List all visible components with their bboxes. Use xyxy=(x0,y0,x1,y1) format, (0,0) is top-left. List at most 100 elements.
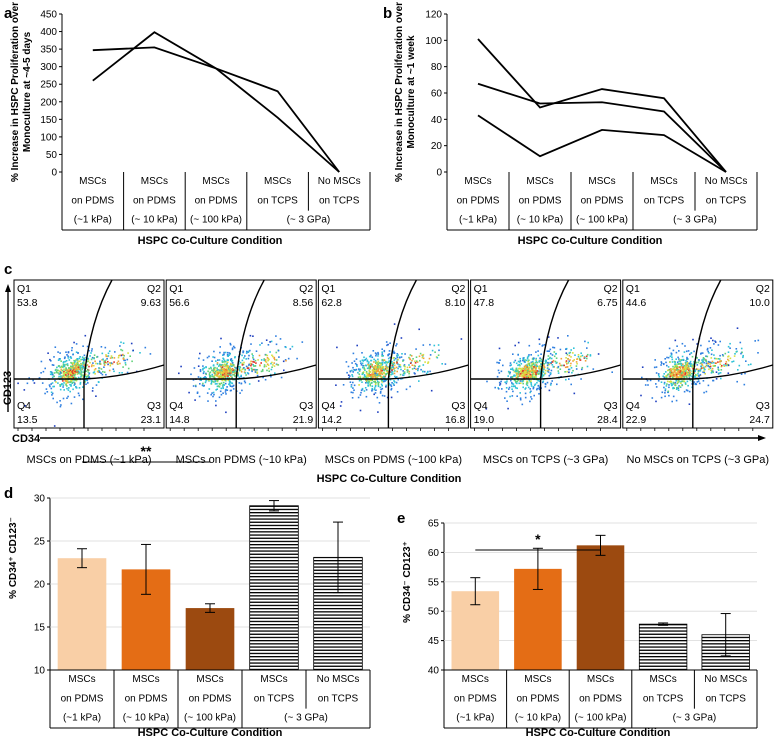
flow-event xyxy=(391,382,393,384)
flow-event xyxy=(726,364,729,367)
flow-event xyxy=(217,385,220,387)
flow-event xyxy=(520,369,522,372)
flow-event xyxy=(675,399,678,402)
flow-event xyxy=(679,366,681,368)
flow-event xyxy=(655,400,657,403)
flow-event xyxy=(83,363,85,365)
flow-event xyxy=(41,382,44,384)
flow-event xyxy=(672,381,675,384)
flow-event xyxy=(54,379,56,382)
flow-event xyxy=(202,365,204,367)
flow-event xyxy=(65,363,67,366)
flow-event xyxy=(353,369,355,371)
flow-event xyxy=(233,346,236,349)
flow-event xyxy=(497,369,500,372)
flow-event xyxy=(270,368,273,371)
flow-event xyxy=(77,372,80,374)
flow-event xyxy=(664,388,667,390)
flow-event xyxy=(720,360,722,362)
flow-event xyxy=(366,359,369,362)
flow-event xyxy=(352,387,354,389)
d-cat-label-2-line3: (~ 100 kPa) xyxy=(184,713,236,724)
b-y-tick-label: 0 xyxy=(436,168,442,179)
flow-event xyxy=(48,384,51,386)
b-cat-label-0-line2: on PDMS xyxy=(457,195,500,206)
flow-event xyxy=(684,383,687,385)
flow-event xyxy=(350,384,353,386)
flow-event xyxy=(78,368,80,371)
flow-event xyxy=(528,366,530,368)
flow-event xyxy=(383,359,385,361)
flow-event xyxy=(519,364,521,367)
d-y-tick-label: 25 xyxy=(34,537,46,548)
flow-event xyxy=(78,357,81,360)
flow-event xyxy=(216,372,218,374)
flow-event xyxy=(555,362,558,364)
flow-event xyxy=(268,370,270,372)
flow-event xyxy=(194,384,197,387)
flow-q3-value: 24.7 xyxy=(749,414,770,426)
flow-event xyxy=(400,356,403,358)
flow-gate-curve-up xyxy=(387,279,418,380)
flow-event xyxy=(711,362,713,364)
flow-event xyxy=(73,359,75,362)
flow-event xyxy=(692,338,694,341)
flow-event xyxy=(232,388,235,390)
flow-event xyxy=(683,367,685,369)
flow-event xyxy=(414,365,416,367)
flow-event xyxy=(106,358,108,360)
flow-event xyxy=(663,373,665,375)
flow-event xyxy=(732,360,735,363)
flow-event xyxy=(224,351,227,354)
flow-event xyxy=(363,368,366,370)
flow-event xyxy=(682,363,684,365)
flow-event xyxy=(675,373,678,376)
flow-condition-label: No MSCs on TCPS (~3 GPa) xyxy=(627,454,770,466)
flow-event xyxy=(51,364,54,366)
flow-event xyxy=(377,351,379,354)
flow-event xyxy=(429,370,431,373)
flow-q2-value: 8.56 xyxy=(293,297,314,309)
flow-event xyxy=(371,387,373,390)
flow-q4-name: Q4 xyxy=(626,400,640,412)
flow-event xyxy=(53,385,55,388)
flow-event xyxy=(422,370,424,373)
flow-event xyxy=(81,364,83,366)
flow-event xyxy=(502,364,504,367)
flow-event xyxy=(523,360,526,363)
flow-event xyxy=(519,382,522,384)
flow-event xyxy=(580,352,582,354)
flow-event xyxy=(212,370,215,372)
flow-event xyxy=(691,375,693,377)
flow-event xyxy=(388,382,391,385)
flow-event xyxy=(379,386,382,389)
flow-event xyxy=(703,366,705,369)
flow-event xyxy=(665,371,667,373)
flow-event xyxy=(444,363,447,365)
flow-event xyxy=(359,375,361,378)
flow-event xyxy=(511,368,514,371)
flow-event xyxy=(683,364,686,367)
flow-event xyxy=(686,380,689,383)
flow-event xyxy=(228,377,230,379)
flow-event xyxy=(693,372,696,374)
flow-event xyxy=(62,386,64,388)
flow-event xyxy=(421,354,423,357)
flow-event xyxy=(428,357,431,360)
flow-event xyxy=(705,360,708,363)
flow-event xyxy=(402,360,404,362)
flow-event xyxy=(527,368,529,371)
flow-event xyxy=(67,355,69,357)
flow-event xyxy=(524,388,526,390)
flow-event xyxy=(519,397,522,399)
flow-event xyxy=(686,376,688,379)
flow-event xyxy=(712,379,715,382)
flow-event xyxy=(529,388,531,390)
flow-event xyxy=(365,364,367,367)
flow-event xyxy=(57,372,59,374)
flow-event xyxy=(256,369,259,371)
flow-event xyxy=(542,380,545,383)
flow-event xyxy=(373,387,376,389)
